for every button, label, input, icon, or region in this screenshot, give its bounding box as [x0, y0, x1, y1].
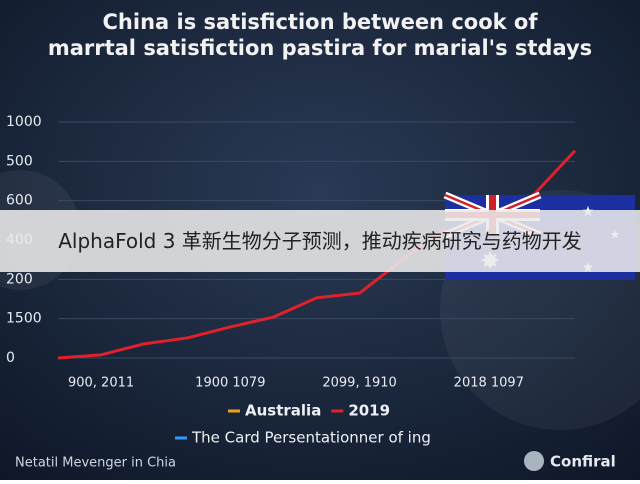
overlay-banner: [0, 210, 640, 272]
y-tick-label: 0: [6, 350, 15, 366]
legend-label: Australia: [245, 402, 321, 420]
chart-title: marrtal satisfiction pastira for marial'…: [48, 36, 592, 60]
x-tick-label: 2099, 1910: [322, 376, 396, 391]
y-tick-label: 1000: [6, 114, 42, 130]
legend-label: The Card Persentationner of ing: [191, 429, 431, 447]
y-tick-label: 200: [6, 271, 33, 287]
y-tick-label: 1500: [6, 311, 42, 327]
chart-title: China is satisfiction between cook of: [103, 10, 539, 34]
source-note: Netatil Mevenger in Chia: [15, 456, 176, 471]
y-tick-label: 600: [6, 193, 33, 209]
y-tick-label: 500: [6, 153, 33, 169]
x-tick-label: 2018 1097: [454, 376, 524, 391]
overlay-caption: AlphaFold 3 革新生物分子预测，推动疾病研究与药物开发: [58, 229, 582, 253]
legend-label: 2019: [348, 402, 390, 420]
x-tick-label: 1900 1079: [195, 376, 265, 391]
logo-icon: [524, 451, 544, 471]
x-tick-label: 900, 2011: [68, 376, 134, 391]
logo-text: Confiral: [550, 453, 616, 471]
